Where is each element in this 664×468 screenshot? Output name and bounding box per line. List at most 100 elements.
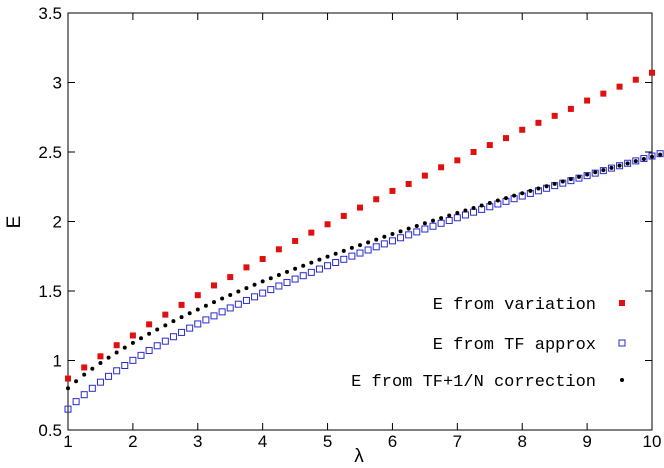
data-point bbox=[283, 279, 291, 287]
data-point bbox=[218, 308, 226, 316]
data-point bbox=[600, 90, 607, 97]
data-point bbox=[535, 119, 542, 126]
data-point bbox=[357, 204, 363, 211]
data-point bbox=[228, 293, 233, 298]
data-point bbox=[648, 152, 656, 160]
data-point bbox=[179, 315, 184, 320]
data-point bbox=[187, 311, 192, 316]
data-point bbox=[202, 316, 210, 324]
data-point bbox=[447, 213, 452, 218]
data-point bbox=[226, 304, 234, 312]
x-axis-label: λ bbox=[354, 446, 364, 467]
data-point bbox=[275, 282, 283, 290]
data-point bbox=[567, 105, 574, 112]
data-point bbox=[163, 323, 168, 328]
x-tick-label: 6 bbox=[388, 432, 397, 451]
x-tick-label: 7 bbox=[453, 432, 462, 451]
y-tick-label: 2 bbox=[53, 213, 62, 232]
data-point bbox=[212, 300, 216, 305]
data-point bbox=[194, 292, 201, 299]
data-point bbox=[161, 337, 169, 345]
data-point bbox=[503, 135, 509, 142]
data-point bbox=[593, 170, 598, 175]
axes-frame bbox=[67, 12, 653, 431]
data-point bbox=[374, 237, 379, 242]
legend: E from variation E from TF approx E from T… bbox=[351, 296, 626, 392]
x-tick-label: 2 bbox=[128, 432, 137, 451]
data-point bbox=[616, 83, 623, 90]
data-point bbox=[519, 126, 526, 133]
data-point bbox=[122, 345, 127, 350]
data-point bbox=[358, 243, 362, 248]
data-point bbox=[82, 372, 87, 377]
data-point bbox=[162, 311, 169, 318]
data-point bbox=[445, 217, 453, 225]
data-point bbox=[390, 232, 395, 237]
x-axis-ticks: 1 2 3 4 5 6 7 8 9 10 bbox=[63, 13, 661, 451]
y-tick-label: 2.5 bbox=[38, 143, 62, 162]
data-point bbox=[439, 216, 444, 221]
y-tick-label: 3 bbox=[53, 74, 62, 93]
data-point bbox=[293, 266, 298, 271]
data-point bbox=[211, 282, 217, 289]
data-point bbox=[66, 386, 70, 391]
x-tick-label: 5 bbox=[323, 432, 332, 451]
data-point bbox=[178, 301, 185, 308]
data-point bbox=[455, 211, 460, 216]
data-point bbox=[552, 181, 557, 186]
data-point bbox=[421, 225, 429, 233]
y-tick-label: 3.5 bbox=[38, 4, 62, 23]
data-point bbox=[640, 155, 648, 163]
legend-label: E from TF approx bbox=[433, 336, 596, 355]
data-point bbox=[113, 367, 121, 375]
data-point bbox=[609, 165, 614, 170]
x-tick-label: 1 bbox=[63, 432, 72, 451]
data-point bbox=[243, 264, 250, 271]
data-point bbox=[309, 260, 314, 265]
data-point bbox=[528, 188, 533, 193]
legend-marker bbox=[619, 300, 625, 306]
data-point bbox=[98, 361, 103, 366]
legend-label: E from TF+1/N correction bbox=[351, 373, 596, 392]
data-point bbox=[285, 269, 289, 274]
data-point bbox=[398, 229, 403, 234]
data-point bbox=[471, 206, 476, 211]
data-point bbox=[64, 405, 72, 413]
data-point bbox=[470, 208, 478, 216]
data-point bbox=[632, 76, 639, 83]
data-point bbox=[147, 331, 152, 336]
data-point bbox=[356, 249, 364, 257]
data-point bbox=[520, 191, 525, 196]
data-point bbox=[105, 372, 113, 380]
x-tick-label: 4 bbox=[258, 432, 267, 451]
plot-border bbox=[67, 12, 653, 431]
data-point bbox=[577, 174, 581, 179]
data-point bbox=[607, 164, 615, 172]
data-point bbox=[340, 212, 347, 219]
data-point bbox=[380, 240, 388, 248]
data-point bbox=[625, 161, 630, 166]
data-point bbox=[373, 196, 380, 203]
data-point bbox=[591, 169, 599, 177]
data-point bbox=[203, 303, 208, 308]
data-point bbox=[299, 272, 307, 280]
data-point bbox=[551, 112, 558, 119]
data-point bbox=[332, 259, 340, 267]
y-axis-ticks: 0.5 1 1.5 2 2.5 3 3.5 bbox=[38, 4, 652, 440]
data-point bbox=[413, 228, 421, 236]
y-axis-label: E bbox=[4, 216, 25, 229]
data-point bbox=[292, 237, 299, 244]
data-point bbox=[372, 243, 380, 251]
data-point bbox=[121, 362, 129, 370]
data-point bbox=[72, 398, 80, 406]
data-point bbox=[437, 219, 445, 227]
data-point bbox=[259, 256, 266, 263]
legend-marker bbox=[620, 378, 624, 382]
data-point bbox=[220, 296, 225, 301]
data-point bbox=[414, 223, 419, 228]
data-point bbox=[129, 332, 136, 339]
data-point bbox=[453, 214, 461, 222]
data-point bbox=[486, 142, 493, 149]
data-point bbox=[260, 279, 265, 284]
